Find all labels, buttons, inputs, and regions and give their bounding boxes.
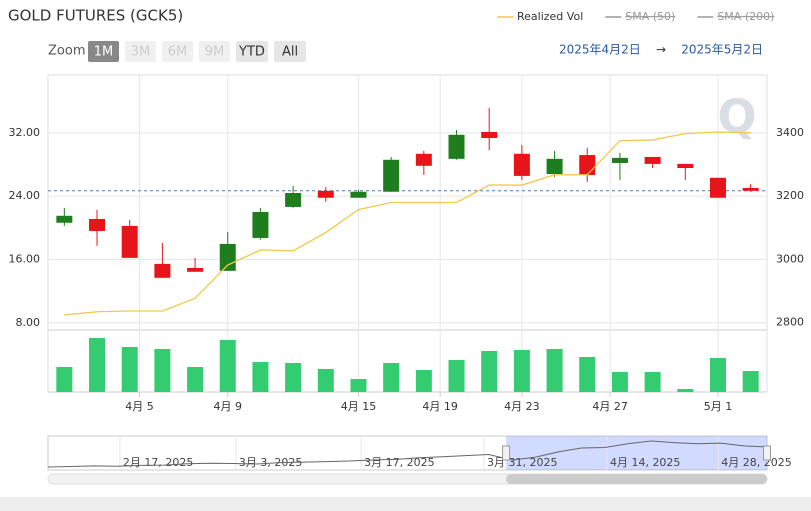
legend-item[interactable]: SMA (200) — [717, 10, 774, 23]
volume-bar — [611, 372, 628, 392]
zoom-button[interactable] — [88, 41, 119, 62]
volume-bar — [513, 350, 530, 392]
y2-tick-label: 8.00 — [16, 316, 41, 329]
y-tick-label: 3000 — [776, 252, 804, 265]
x-tick-label: 4月 9 — [214, 400, 243, 413]
zoom-button-label: 3M — [131, 45, 151, 60]
candle-body — [546, 158, 563, 175]
y2-tick-label: 24.00 — [9, 189, 41, 202]
candle-body — [89, 218, 106, 231]
zoom-label: Zoom — [48, 44, 85, 59]
zoom-button — [162, 41, 193, 62]
volume-bar — [448, 360, 465, 392]
x-tick-label: 4月 15 — [341, 400, 377, 413]
range-arrow: → — [656, 43, 666, 57]
x-tick-label: 4月 23 — [504, 400, 540, 413]
realized-vol-line — [64, 131, 751, 316]
volume-bar — [709, 358, 726, 392]
zoom-button-label[interactable]: YTD — [238, 45, 265, 60]
y2-tick-label: 16.00 — [9, 253, 41, 266]
navigator-handle[interactable] — [502, 445, 511, 461]
navigator-tick-label: 4月 28, 2025 — [721, 456, 791, 469]
x-tick-label: 4月 27 — [592, 400, 628, 413]
y-tick-label: 2800 — [776, 316, 804, 329]
volume-bar — [481, 351, 498, 392]
zoom-button — [125, 41, 156, 62]
candle-body — [415, 153, 432, 166]
x-tick-label: 4月 19 — [422, 400, 458, 413]
legend-item[interactable]: SMA (50) — [625, 10, 675, 23]
zoom-button-label: 6M — [168, 45, 188, 60]
y-tick-label: 3400 — [776, 126, 804, 139]
zoom-button-label[interactable]: All — [282, 45, 298, 60]
footer-strip — [0, 497, 811, 511]
zoom-button[interactable] — [274, 41, 306, 62]
volume-bar — [742, 371, 759, 392]
y2-tick-label: 32.00 — [9, 126, 41, 139]
watermark: Q — [717, 90, 756, 144]
volume-bar — [677, 389, 694, 392]
zoom-button-label[interactable]: 1M — [94, 45, 114, 60]
volume-bar — [219, 340, 236, 392]
candle-body — [317, 190, 334, 198]
volume-bar — [285, 363, 302, 392]
volume-bar — [383, 363, 400, 392]
volume-bar — [546, 349, 563, 392]
candle-body — [187, 267, 204, 272]
volume-bar — [56, 367, 73, 392]
volume-bar — [187, 367, 204, 392]
navigator-handle[interactable] — [763, 445, 771, 461]
navigator-line — [47, 440, 768, 468]
candle-body — [742, 187, 759, 191]
navigator-selection[interactable] — [506, 436, 767, 470]
candle-body — [56, 215, 73, 223]
candle-body — [677, 163, 694, 169]
zoom-button — [199, 41, 230, 62]
volume-bar — [252, 362, 269, 392]
candle-body — [644, 156, 661, 164]
candle-body — [709, 177, 726, 198]
volume-bar — [317, 369, 334, 392]
volume-bar — [121, 347, 138, 392]
range-to[interactable]: 2025年5月2日 — [681, 43, 763, 57]
candle-body — [285, 193, 302, 207]
navigator-tick-label: 4月 14, 2025 — [610, 456, 680, 469]
candle-body — [383, 159, 400, 192]
volume-bar — [415, 370, 432, 392]
candle-body — [219, 243, 236, 271]
volume-bar — [89, 338, 106, 392]
candle-body — [350, 191, 367, 198]
x-tick-label: 4月 5 — [125, 400, 154, 413]
navigator-tick-label: 3月 31, 2025 — [487, 456, 557, 469]
x-tick-label: 5月 1 — [704, 400, 733, 413]
zoom-button-label: 9M — [205, 45, 225, 60]
date-range: 2025年4月2日 → 2025年5月2日 — [559, 43, 763, 57]
range-from[interactable]: 2025年4月2日 — [559, 43, 641, 57]
candle-body — [481, 131, 498, 138]
y-tick-label: 3200 — [776, 189, 804, 202]
volume-bar — [154, 349, 171, 392]
candle-body — [611, 157, 628, 163]
candle-body — [252, 211, 269, 238]
scrollbar-thumb[interactable] — [506, 474, 767, 484]
candle-body — [579, 155, 596, 175]
volume-bar — [350, 379, 367, 392]
candle-body — [448, 134, 465, 159]
candle-body — [154, 263, 171, 278]
volume-bar — [579, 357, 596, 392]
candle-body — [513, 153, 530, 176]
zoom-button[interactable] — [236, 41, 268, 62]
legend-item[interactable]: Realized Vol — [517, 10, 583, 23]
volume-bar — [644, 372, 661, 392]
chart-title: GOLD FUTURES (GCK5) — [8, 7, 183, 25]
candle-body — [121, 225, 138, 258]
navigator-tick-label: 2月 17, 2025 — [123, 456, 193, 469]
navigator-tick-label: 3月 3, 2025 — [239, 456, 302, 469]
